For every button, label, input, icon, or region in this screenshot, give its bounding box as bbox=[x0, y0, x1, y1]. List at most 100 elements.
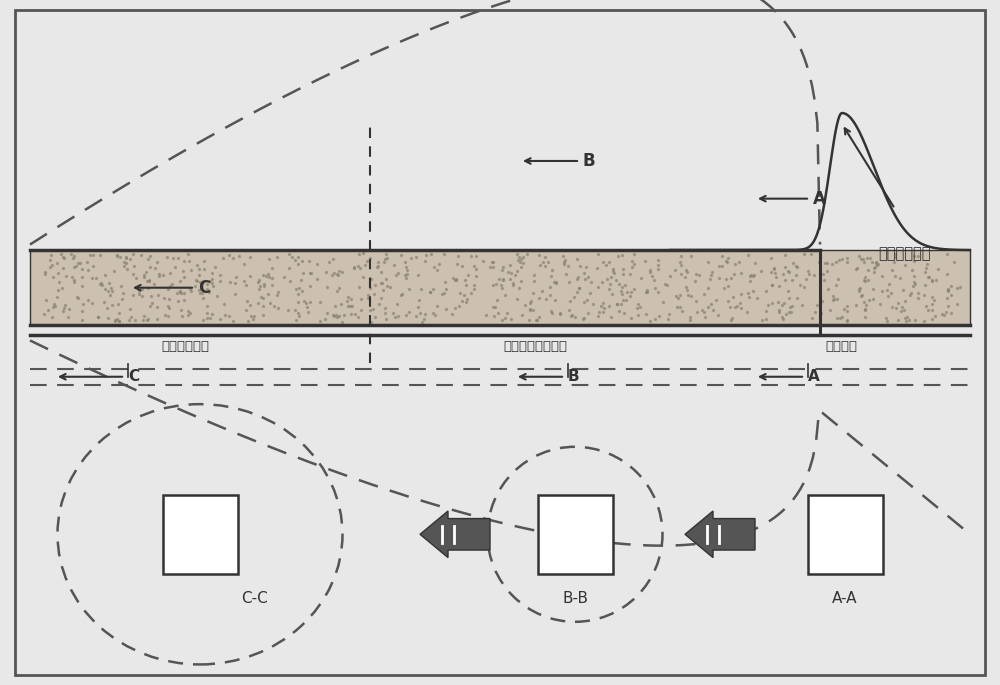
Point bbox=[365, 303, 381, 314]
Point bbox=[650, 286, 666, 297]
Point bbox=[397, 270, 413, 281]
Point bbox=[118, 252, 134, 263]
Point bbox=[333, 299, 349, 310]
Point bbox=[902, 290, 918, 301]
Point bbox=[242, 299, 258, 310]
Text: B: B bbox=[568, 369, 580, 384]
Point bbox=[702, 273, 718, 284]
Point bbox=[939, 248, 955, 259]
Point bbox=[309, 259, 325, 270]
Point bbox=[96, 297, 112, 308]
Point bbox=[828, 279, 844, 290]
Point bbox=[199, 284, 215, 295]
Text: C: C bbox=[128, 369, 139, 384]
Text: 掘进迎头: 掘进迎头 bbox=[825, 340, 857, 353]
Point bbox=[183, 286, 199, 297]
Point bbox=[659, 279, 675, 290]
Point bbox=[423, 249, 439, 260]
Point bbox=[351, 248, 367, 259]
Point bbox=[743, 270, 759, 281]
Point bbox=[287, 255, 303, 266]
Point bbox=[225, 253, 241, 264]
Point bbox=[97, 269, 113, 280]
Point bbox=[302, 297, 318, 308]
Point bbox=[848, 299, 864, 310]
Point bbox=[857, 272, 873, 283]
Point bbox=[288, 284, 304, 295]
Point bbox=[822, 305, 838, 316]
Point bbox=[353, 294, 369, 305]
Point bbox=[896, 304, 912, 315]
Point bbox=[74, 264, 90, 275]
Point bbox=[202, 312, 218, 323]
Point bbox=[534, 285, 550, 296]
Point bbox=[165, 252, 181, 263]
Point bbox=[155, 269, 171, 280]
Point bbox=[642, 266, 658, 277]
Point bbox=[118, 258, 134, 269]
Point bbox=[290, 252, 306, 263]
Point bbox=[583, 277, 599, 288]
Point bbox=[125, 269, 141, 280]
Point bbox=[710, 309, 726, 320]
Point bbox=[679, 284, 695, 295]
Point bbox=[839, 301, 855, 312]
Point bbox=[895, 284, 911, 295]
Point bbox=[668, 290, 684, 301]
Point bbox=[416, 314, 432, 325]
Point bbox=[509, 293, 525, 304]
Point bbox=[856, 275, 872, 286]
Point bbox=[291, 310, 307, 321]
Point bbox=[939, 268, 955, 279]
Point bbox=[906, 250, 922, 261]
Point bbox=[362, 253, 378, 264]
Point bbox=[390, 311, 406, 322]
Point bbox=[376, 257, 392, 268]
Point bbox=[288, 315, 304, 326]
Point bbox=[350, 312, 366, 323]
Point bbox=[449, 259, 465, 270]
Point bbox=[500, 266, 516, 277]
Point bbox=[488, 279, 504, 290]
Point bbox=[142, 251, 158, 262]
Point bbox=[162, 267, 178, 278]
Point bbox=[825, 290, 841, 301]
Point bbox=[377, 302, 393, 313]
Point bbox=[246, 310, 262, 321]
Point bbox=[513, 262, 529, 273]
Point bbox=[55, 251, 71, 262]
Point bbox=[351, 282, 367, 292]
Point bbox=[46, 298, 62, 309]
Point bbox=[683, 290, 699, 301]
Point bbox=[429, 301, 445, 312]
Text: B: B bbox=[583, 152, 596, 170]
Point bbox=[389, 298, 405, 309]
Point bbox=[886, 256, 902, 267]
Bar bbox=[808, 495, 883, 574]
Point bbox=[367, 312, 383, 323]
Point bbox=[569, 253, 585, 264]
Point bbox=[881, 279, 897, 290]
FancyArrow shape bbox=[420, 511, 490, 558]
Point bbox=[191, 285, 207, 296]
Point bbox=[61, 303, 77, 314]
Point bbox=[667, 264, 683, 275]
Point bbox=[331, 310, 347, 321]
Point bbox=[814, 295, 830, 306]
Point bbox=[718, 274, 734, 285]
Point bbox=[236, 275, 252, 286]
Point bbox=[784, 275, 800, 286]
Point bbox=[111, 316, 127, 327]
Point bbox=[460, 269, 476, 280]
Point bbox=[459, 293, 475, 304]
Point bbox=[444, 308, 460, 319]
Point bbox=[633, 273, 649, 284]
Point bbox=[831, 254, 847, 265]
Point bbox=[334, 316, 350, 327]
Point bbox=[109, 250, 125, 261]
Point bbox=[438, 283, 454, 294]
Point bbox=[593, 301, 609, 312]
Point bbox=[202, 275, 218, 286]
Point bbox=[70, 292, 86, 303]
Point bbox=[266, 301, 282, 312]
